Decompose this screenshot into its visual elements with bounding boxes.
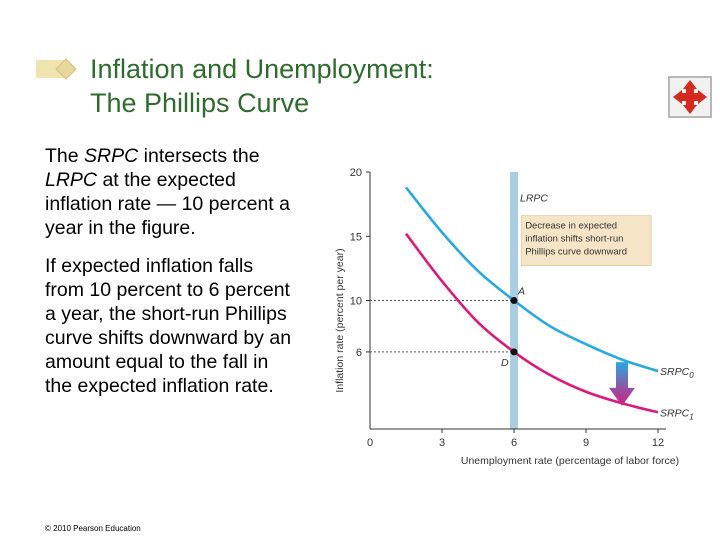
series-label-srpc1: SRPC1 bbox=[660, 407, 694, 421]
paragraph-srpc-lrpc: The SRPC intersects the LRPC at the expe… bbox=[45, 145, 290, 239]
annotation-text-line: Phillips curve downward bbox=[525, 247, 627, 258]
point-d bbox=[510, 348, 518, 356]
annotation-box bbox=[520, 215, 652, 266]
point-label-d: D bbox=[501, 357, 509, 369]
title-line-2: The Phillips Curve bbox=[90, 88, 310, 118]
title-line-1: Inflation and Unemployment: bbox=[90, 54, 434, 84]
four-way-arrows-icon bbox=[673, 80, 707, 114]
y-tick-label: 6 bbox=[356, 347, 362, 359]
bullet-diamond-icon bbox=[36, 58, 77, 80]
y-tick-label: 15 bbox=[350, 231, 362, 243]
x-tick-label: 12 bbox=[652, 437, 664, 449]
y-axis-title: Inflation rate (percent per year) bbox=[334, 248, 346, 392]
point-a bbox=[510, 297, 518, 304]
x-tick-label: 9 bbox=[583, 437, 589, 449]
series-label-srpc0: SRPC0 bbox=[660, 366, 694, 380]
copyright-footer: © 2010 Pearson Education bbox=[45, 524, 141, 533]
shift-down-arrow bbox=[609, 362, 635, 406]
series-srpc0-line bbox=[404, 186, 659, 373]
x-axis-title: Unemployment rate (percentage of labor f… bbox=[461, 455, 679, 467]
slide-title: Inflation and Unemployment: The Phillips… bbox=[90, 52, 434, 120]
point-label-a: A bbox=[517, 286, 525, 298]
series-srpc1-line bbox=[404, 232, 659, 414]
x-tick-label: 0 bbox=[367, 437, 373, 449]
lrpc-label: LRPC bbox=[520, 193, 548, 205]
body-text: The SRPC intersects the LRPC at the expe… bbox=[45, 144, 295, 412]
annotation-text-line: Decrease in expected bbox=[525, 221, 617, 232]
annotation-text-line: inflation shifts short-run bbox=[525, 234, 623, 245]
x-tick-label: 3 bbox=[439, 437, 445, 449]
phillips-curve-chart: LRPC 6 10 15 20 0 3 6 9 12 Unemployment rate (perc… bbox=[334, 167, 694, 467]
x-tick-label: 6 bbox=[511, 437, 517, 449]
paragraph-expected-inflation: If expected inflation falls from 10 perc… bbox=[45, 255, 292, 397]
navigation-button[interactable] bbox=[668, 76, 712, 118]
y-tick-label: 20 bbox=[350, 167, 362, 179]
y-tick-label: 10 bbox=[350, 296, 362, 308]
